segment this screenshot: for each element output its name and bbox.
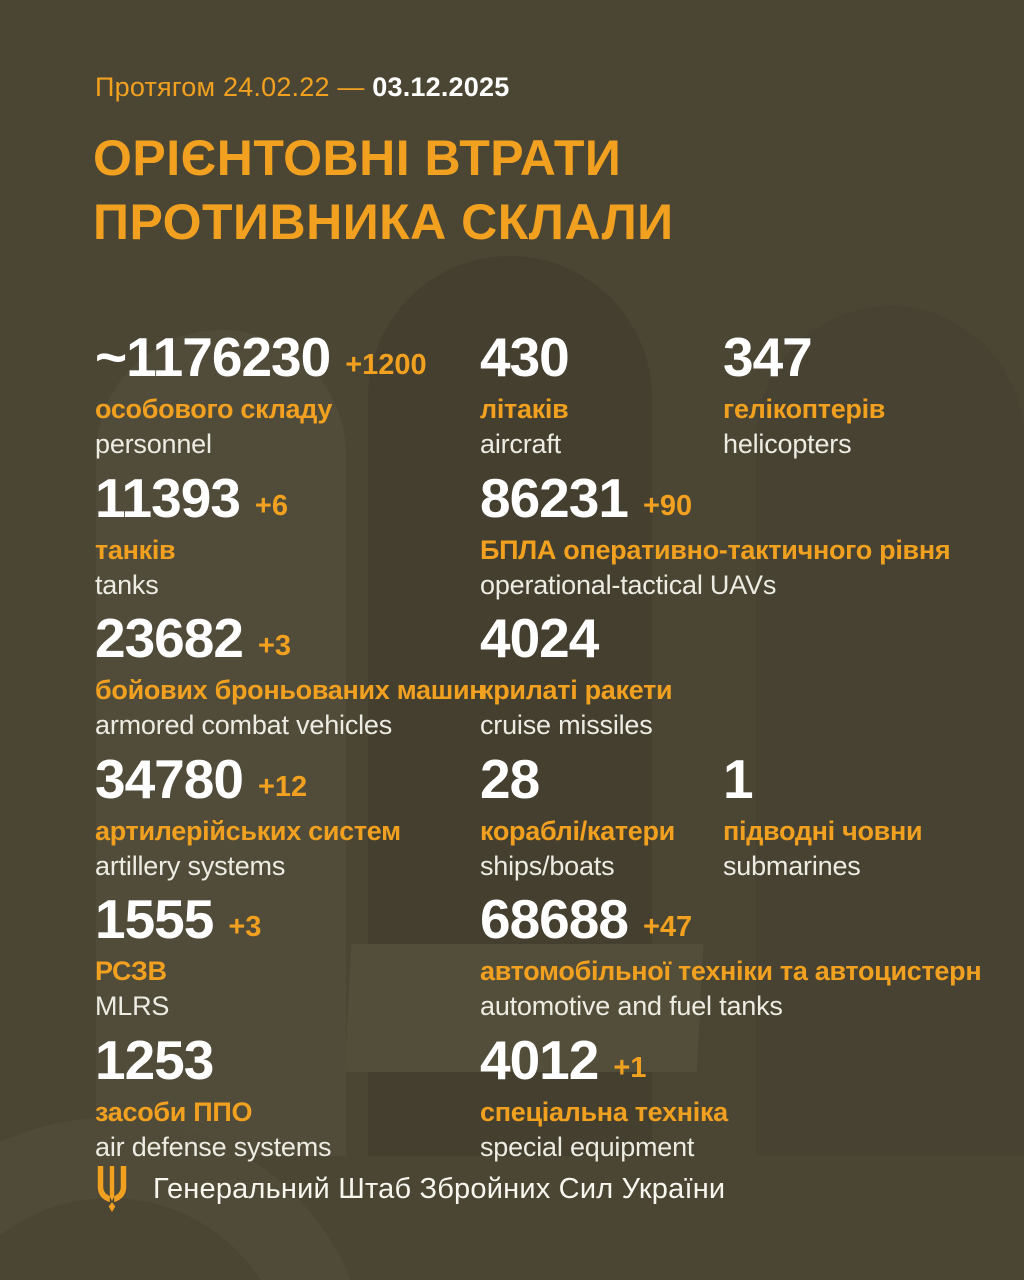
stat-label-en: special equipment: [480, 1131, 695, 1162]
stat-delta: +12: [257, 770, 308, 803]
period-label: Протягом 24.02.22 —: [95, 72, 365, 102]
stat-cell: 4012 +1 спеціальна техніка special equipmen…: [480, 1028, 728, 1174]
title-line-1: ОРІЄНТОВНІ ВТРАТИ: [93, 130, 622, 186]
trident-icon: [97, 1166, 127, 1212]
stat-value: 4012: [480, 1028, 599, 1091]
stat-cell: 11393 +6 танків tanks: [95, 466, 480, 612]
stat-label-uk: літаків: [480, 394, 569, 424]
stat-label-uk: автомобільної техніки та автоцистерн: [480, 956, 982, 986]
stat-value: 34780: [95, 747, 244, 810]
stat-value: 28: [480, 747, 540, 810]
report-period: Протягом 24.02.22 — 03.12.2025: [95, 72, 509, 103]
stat-delta: +90: [642, 489, 693, 522]
stat-label-en: submarines: [723, 850, 861, 881]
stat-cell: 86231 +90 БПЛА оперативно-тактичного рівня…: [480, 466, 951, 612]
stat-value: 1: [723, 747, 754, 810]
stat-label-uk: засоби ППО: [95, 1096, 253, 1127]
title-line-2: ПРОТИВНИКА СКЛАЛИ: [93, 194, 674, 250]
stat-label-en: helicopters: [723, 429, 852, 459]
stat-number-row: 347: [723, 330, 1024, 385]
stat-delta: +1200: [345, 349, 427, 381]
stat-value: 68688: [480, 888, 629, 950]
stat-number-row: 86231 +90: [480, 466, 723, 529]
stat-label-uk: спеціальна техніка: [480, 1096, 728, 1127]
watermark-right-prong: [756, 306, 1024, 1156]
org-name: Генеральний Штаб Збройних Сил України: [153, 1172, 726, 1205]
stat-label-uk: гелікоптерів: [723, 394, 886, 424]
stat-label-en: armored combat vehicles: [95, 710, 393, 740]
stat-number-row: 1555 +3: [95, 892, 480, 947]
watermark-left-prong: [96, 330, 346, 1156]
stat-label-en: personnel: [95, 429, 212, 459]
stat-cell: 430 літаків aircraft: [480, 330, 723, 471]
stat-label-en: aircraft: [480, 429, 561, 459]
stat-label-uk: бойових броньованих машин: [95, 675, 486, 705]
stat-label-uk: особового складу: [95, 394, 333, 424]
stat-label-en: artillery systems: [95, 850, 286, 881]
stat-label-en: ships/boats: [480, 850, 615, 881]
stat-number-row: 11393 +6: [95, 466, 480, 529]
stat-label-en: cruise missiles: [480, 710, 653, 740]
stat-number-row: 4024: [480, 611, 723, 666]
stat-value: 23682: [95, 607, 244, 669]
stat-cell: 4024 крилаті ракети cruise missiles: [480, 611, 723, 752]
stat-cell: 1555 +3 РСЗВ MLRS: [95, 892, 480, 1033]
report-date: 03.12.2025: [372, 72, 510, 102]
stat-number-row: 1: [723, 747, 1024, 810]
stat-number-row: 430: [480, 330, 723, 385]
stat-value: ~1176230: [95, 326, 331, 388]
stat-value: 1253: [95, 1028, 214, 1091]
stat-cell: ~1176230 +1200 особового складу personnel: [95, 330, 480, 471]
stat-cell: 68688 +47 автомобільної техніки та автоцис…: [480, 892, 982, 1033]
stat-value: 86231: [480, 466, 629, 529]
stat-label-en: tanks: [95, 569, 159, 600]
stat-label-en: automotive and fuel tanks: [480, 991, 783, 1021]
stat-cell: 34780 +12 артилерійських систем artillery s…: [95, 747, 480, 893]
stat-number-row: 34780 +12: [95, 747, 480, 810]
stat-value: 430: [480, 326, 570, 388]
stat-label-uk: артилерійських систем: [95, 815, 401, 846]
page-title: ОРІЄНТОВНІ ВТРАТИ ПРОТИВНИКА СКЛАЛИ: [93, 126, 674, 254]
stat-value: 4024: [480, 607, 599, 669]
stat-label-en: MLRS: [95, 991, 170, 1021]
footer: Генеральний Штаб Збройних Сил України: [95, 1166, 725, 1212]
stat-number-row: 23682 +3: [95, 611, 480, 666]
stat-number-row: ~1176230 +1200: [95, 330, 480, 385]
stat-delta: +3: [257, 630, 292, 662]
stat-cell: 1 підводні човни submarines: [723, 747, 1024, 893]
stat-label-uk: танків: [95, 534, 176, 565]
stat-label-uk: підводні човни: [723, 815, 923, 846]
stat-delta: +3: [228, 911, 262, 943]
stat-label-en: operational-tactical UAVs: [480, 569, 777, 600]
stat-value: 1555: [95, 888, 214, 950]
stat-cell: 347 гелікоптерів helicopters: [723, 330, 1024, 471]
stat-label-uk: крилаті ракети: [480, 675, 673, 705]
stat-number-row: 4012 +1: [480, 1028, 723, 1091]
stat-value: 11393: [95, 466, 241, 529]
stat-label-uk: РСЗВ: [95, 956, 167, 986]
stat-label-uk: кораблі/катери: [480, 815, 675, 846]
stat-label-en: air defense systems: [95, 1131, 332, 1162]
stat-delta: +1: [613, 1051, 647, 1084]
stat-delta: +47: [642, 911, 693, 943]
stat-value: 347: [723, 326, 813, 388]
stat-number-row: 68688 +47: [480, 892, 723, 947]
stats-grid: ~1176230 +1200 особового складу personnel 43…: [95, 330, 1024, 1173]
stat-number-row: 1253: [95, 1028, 480, 1091]
stat-delta: +6: [254, 489, 288, 522]
stat-label-uk: БПЛА оперативно-тактичного рівня: [480, 534, 951, 565]
stat-cell: 1253 засоби ППО air defense systems: [95, 1028, 480, 1174]
stat-number-row: 28: [480, 747, 723, 810]
stat-cell: 23682 +3 бойових броньованих машин armored …: [95, 611, 486, 752]
stat-cell: 28 кораблі/катери ships/boats: [480, 747, 723, 893]
